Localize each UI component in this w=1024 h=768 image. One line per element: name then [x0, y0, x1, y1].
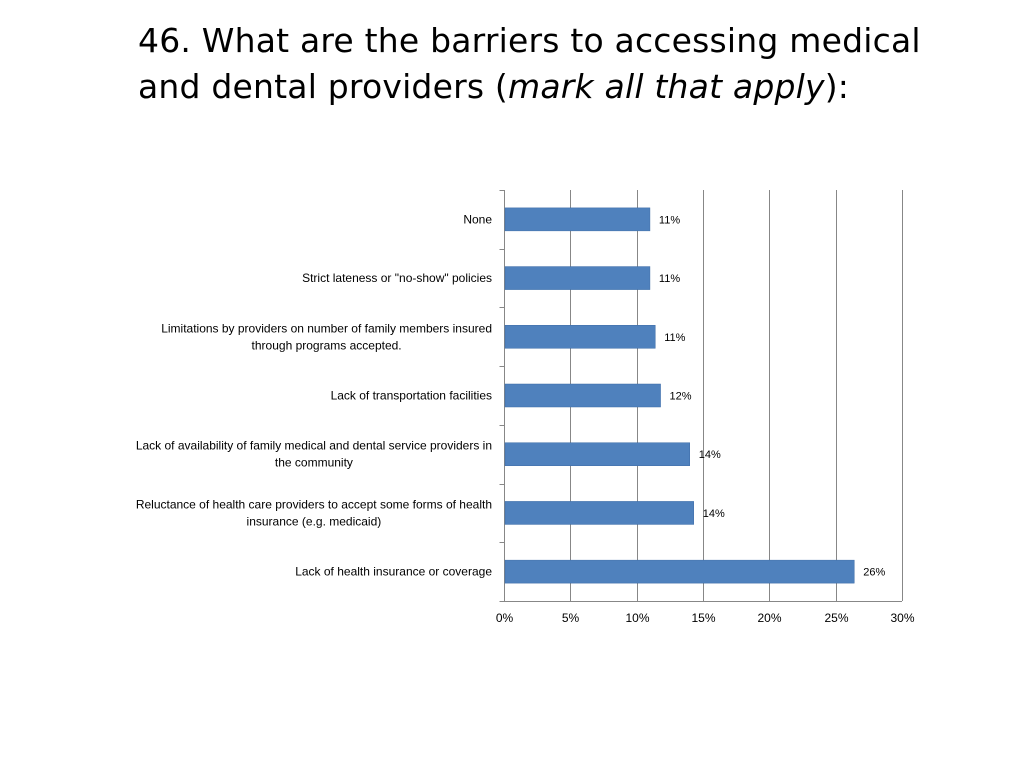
data-labels: 11% 11% 11% 12% 14% 14% 26% — [659, 214, 886, 578]
slide-title: 46. What are the barriers to accessing m… — [138, 18, 958, 110]
x-tick-label: 25% — [824, 611, 848, 625]
x-tick-label: 10% — [625, 611, 649, 625]
category-label: None — [463, 212, 492, 226]
bar-data-label: 11% — [664, 332, 685, 344]
category-label-line: Limitations by providers on number of fa… — [161, 321, 492, 335]
x-tick-label: 5% — [562, 611, 580, 625]
category-label: Lack of availability of family medical a… — [136, 439, 492, 470]
category-label: Lack of health insurance or coverage — [295, 565, 492, 579]
bar — [504, 266, 651, 290]
category-label-line: Lack of health insurance or coverage — [295, 565, 492, 579]
category-labels: None Strict lateness or "no-show" policie… — [136, 212, 493, 578]
bar-data-label: 26% — [863, 567, 885, 579]
x-tick-label: 30% — [890, 611, 914, 625]
category-label: Lack of transportation facilities — [331, 389, 492, 403]
title-emphasis: mark all that apply — [508, 67, 825, 106]
bar-data-label: 11% — [659, 273, 680, 285]
bar — [504, 325, 656, 349]
title-suffix: ): — [824, 67, 850, 106]
category-label: Limitations by providers on number of fa… — [161, 321, 492, 352]
category-label: Strict lateness or "no-show" policies — [302, 271, 492, 285]
category-label-line: Lack of transportation facilities — [331, 389, 492, 403]
category-label-line: insurance (e.g. medicaid) — [247, 514, 382, 528]
category-label-line: Reluctance of health care providers to a… — [136, 497, 492, 511]
category-label-line: through programs accepted. — [252, 338, 402, 352]
title-prefix: 46. What are the barriers to accessing m… — [138, 21, 921, 106]
x-tick-label: 20% — [757, 611, 781, 625]
bar — [504, 383, 661, 408]
x-tick-label: 15% — [691, 611, 715, 625]
bar-data-label: 14% — [703, 508, 725, 520]
bars — [504, 207, 855, 584]
category-label-line: Lack of availability of family medical a… — [136, 439, 492, 453]
bar-data-label: 14% — [699, 449, 721, 461]
bar — [504, 207, 651, 232]
axes — [499, 190, 902, 602]
x-tick-labels: 0% 5% 10% 15% 20% 25% 30% — [496, 611, 915, 625]
bar — [504, 442, 690, 466]
category-label: Reluctance of health care providers to a… — [136, 497, 492, 528]
category-label-line: Strict lateness or "no-show" policies — [302, 271, 492, 285]
category-label-line: None — [463, 212, 492, 226]
category-label-line: the community — [275, 456, 353, 470]
bar-data-label: 11% — [659, 214, 680, 226]
bar — [504, 501, 694, 525]
bar-data-label: 12% — [670, 391, 692, 403]
bar — [504, 559, 855, 584]
x-tick-label: 0% — [496, 611, 514, 625]
